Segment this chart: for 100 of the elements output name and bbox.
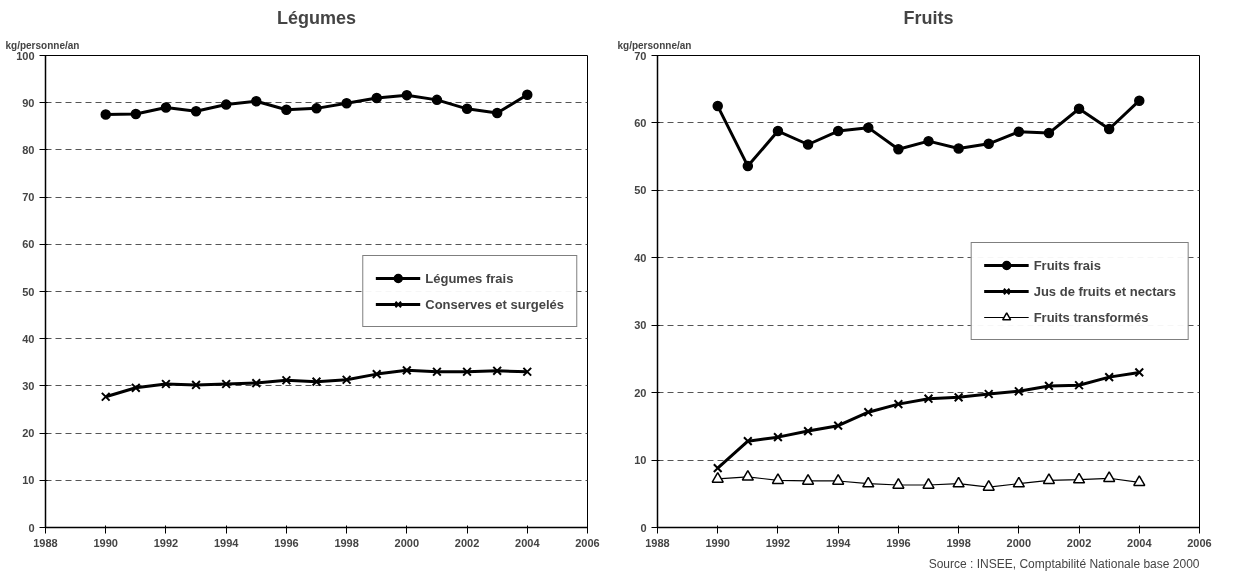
point <box>492 365 503 376</box>
x-tick-label: 2004 <box>1127 536 1153 549</box>
point <box>953 392 964 403</box>
point <box>923 393 934 404</box>
point <box>1013 386 1024 397</box>
point <box>831 473 845 485</box>
x-tick-label: 2004 <box>515 536 541 549</box>
y-tick-label: 100 <box>16 49 35 62</box>
x-tick-label: 1988 <box>645 536 670 549</box>
point <box>522 366 533 377</box>
x-tick-label: 1994 <box>213 536 240 549</box>
point <box>221 379 232 389</box>
point <box>862 476 875 488</box>
point <box>251 96 262 107</box>
y-tick-label: 60 <box>22 238 35 251</box>
point <box>1073 103 1085 115</box>
point <box>952 476 965 488</box>
x-tick-label: 1992 <box>765 536 791 549</box>
point <box>712 100 723 112</box>
point <box>863 407 874 418</box>
point <box>220 99 232 110</box>
point <box>771 473 785 485</box>
point <box>772 125 784 137</box>
x-tick-label: 1988 <box>33 536 58 549</box>
legend-label: Légumes frais <box>425 270 514 286</box>
point <box>100 391 111 402</box>
x-tick-label: 1992 <box>153 536 179 549</box>
point <box>1103 123 1115 135</box>
point <box>281 104 292 116</box>
y-tick-label: 40 <box>22 332 35 345</box>
point <box>742 436 753 447</box>
point <box>1134 367 1145 378</box>
point <box>1074 380 1084 391</box>
y-tick-label: 30 <box>22 379 35 392</box>
point <box>401 365 412 376</box>
point <box>190 105 202 117</box>
point <box>1072 472 1086 484</box>
y-tick-label: 50 <box>22 285 35 298</box>
point <box>431 94 443 106</box>
point <box>802 139 814 150</box>
point <box>863 122 874 133</box>
x-tick-label: 1990 <box>705 536 730 549</box>
point <box>832 125 844 137</box>
legend-label: Conserves et surgelés <box>425 296 564 312</box>
point <box>893 143 904 155</box>
point <box>461 103 473 115</box>
point <box>923 135 934 147</box>
point <box>833 420 844 431</box>
legend-label: Fruits frais <box>1033 257 1101 273</box>
x-tick-label: 1994 <box>825 536 852 549</box>
point <box>712 463 723 474</box>
point <box>341 97 352 109</box>
y-tick-label: 10 <box>634 454 647 467</box>
x-tick-label: 1998 <box>334 536 359 549</box>
point <box>1102 471 1116 483</box>
chart-title: Fruits <box>903 7 954 28</box>
point <box>1012 476 1026 488</box>
point <box>742 160 754 172</box>
legend-label: Jus de fruits et nectars <box>1033 283 1176 299</box>
point <box>983 138 994 150</box>
point <box>1134 95 1145 106</box>
point <box>341 374 352 385</box>
y-tick-label: 30 <box>634 319 647 332</box>
point <box>1013 126 1025 137</box>
point <box>401 89 413 101</box>
point <box>191 380 201 390</box>
point <box>982 479 995 491</box>
x-tick-label: 2006 <box>1187 536 1212 549</box>
y-tick-label: 20 <box>634 386 647 399</box>
point <box>311 103 322 114</box>
point <box>371 92 382 104</box>
point <box>462 366 472 377</box>
point <box>983 389 994 399</box>
point <box>803 426 813 436</box>
y-axis-title: kg/personne/an <box>5 39 80 51</box>
point <box>432 366 442 377</box>
y-tick-label: 50 <box>634 184 647 197</box>
point <box>161 379 171 389</box>
point <box>1043 127 1055 139</box>
y-tick-label: 20 <box>22 427 35 440</box>
point <box>711 471 724 483</box>
x-tick-label: 1996 <box>274 536 299 549</box>
point <box>892 477 905 489</box>
y-tick-label: 10 <box>22 474 35 487</box>
point <box>801 473 815 485</box>
y-tick-label: 70 <box>22 191 35 204</box>
y-tick-label: 0 <box>28 521 35 534</box>
point <box>893 399 904 409</box>
y-tick-label: 80 <box>22 143 35 156</box>
point <box>491 107 503 119</box>
x-tick-label: 2006 <box>575 536 600 549</box>
point <box>1042 473 1056 485</box>
y-axis-title: kg/personne/an <box>617 39 692 51</box>
x-tick-label: 1990 <box>93 536 118 549</box>
point <box>522 89 533 100</box>
y-tick-label: 70 <box>634 49 647 62</box>
point <box>1133 475 1146 487</box>
point <box>251 378 262 388</box>
chart-title: Légumes <box>276 7 357 28</box>
y-tick-label: 0 <box>640 521 647 534</box>
